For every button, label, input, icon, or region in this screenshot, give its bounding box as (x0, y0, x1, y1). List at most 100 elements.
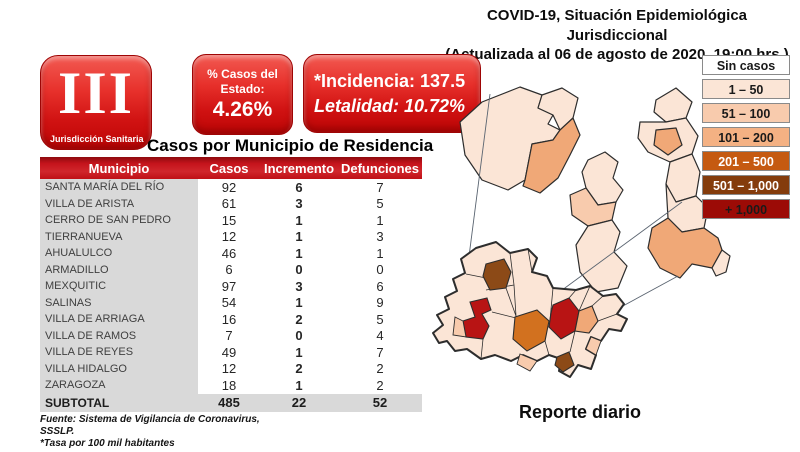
source-note-line2: SSSLP. (40, 426, 75, 437)
increment-value: 2 (295, 311, 303, 327)
increment-value: 2 (295, 361, 303, 377)
legend-item: 201 – 500 (702, 151, 790, 171)
table-row: VILLA DE ARRIAGA 16 2 5 (40, 311, 422, 328)
map-region (711, 249, 731, 277)
state-share-label-line1: % Casos del (207, 67, 278, 82)
cases-value: 7 (225, 328, 233, 344)
table-row: TIERRANUEVA 12 1 3 (40, 228, 422, 245)
column-header-incremento: Incremento (263, 160, 335, 176)
increment-value: 0 (295, 328, 303, 344)
map-region (522, 117, 581, 194)
legend-item: + 1,000 (702, 199, 790, 219)
legend-item: 501 – 1,000 (702, 175, 790, 195)
table-row: VILLA DE RAMOS 7 0 4 (40, 327, 422, 344)
map-region (581, 151, 624, 206)
map-region (569, 187, 617, 227)
state-share-value: 4.26% (212, 97, 273, 121)
table-header-row: Municipio Casos Incremento Defunciones (40, 157, 422, 179)
inset-region-brown (482, 258, 512, 291)
municipality-rows: SANTA MARÍA DEL RÍO 92 6 7 VILLA DE ARIS… (40, 179, 422, 394)
inset-region-brown (554, 351, 575, 373)
state-share-box: % Casos del Estado: 4.26% (192, 54, 293, 135)
deaths-value: 9 (376, 295, 384, 311)
state-outline (432, 241, 628, 378)
increment-value: 6 (295, 179, 303, 195)
cases-value: 97 (221, 278, 237, 294)
municipality-name: SALINAS (40, 294, 198, 311)
cases-value: 54 (221, 295, 237, 311)
table-row: MEXQUITIC 97 3 6 (40, 278, 422, 295)
map-region (653, 87, 693, 123)
municipality-name: ARMADILLO (40, 261, 198, 278)
source-note-line1: Fuente: Sistema de Vigilancia de Coronav… (40, 414, 260, 425)
subtotal-deaths: 52 (372, 395, 388, 410)
subtotal-cases: 485 (218, 395, 240, 410)
legend-item: Sin casos (702, 55, 790, 75)
deaths-value: 5 (376, 196, 384, 212)
inset-region-peach (574, 305, 599, 334)
table-row: AHUALULCO 46 1 1 (40, 245, 422, 262)
inset-region-red (548, 297, 580, 340)
municipality-name: VILLA DE REYES (40, 344, 198, 361)
map-region (575, 219, 628, 293)
deaths-value: 2 (376, 361, 384, 377)
increment-value: 3 (295, 278, 303, 294)
subtotal-increment: 22 (291, 395, 307, 410)
jurisdiction-numeral: III (57, 60, 135, 126)
subtotal-row: SUBTOTAL 485 22 52 (40, 393, 422, 412)
inset-region-medium (452, 316, 467, 338)
municipality-name: ZARAGOZA (40, 377, 198, 394)
legend-item: 51 – 100 (702, 103, 790, 123)
municipality-name: VILLA DE ARRIAGA (40, 311, 198, 328)
table-row: VILLA HIDALGO 12 2 2 (40, 360, 422, 377)
column-header-casos: Casos (209, 160, 249, 176)
increment-value: 1 (295, 229, 303, 245)
cases-value: 18 (221, 377, 237, 393)
deaths-value: 2 (376, 377, 384, 393)
increment-value: 1 (295, 344, 303, 360)
increment-value: 1 (295, 377, 303, 393)
increment-value: 3 (295, 196, 303, 212)
municipality-table: Municipio Casos Incremento Defunciones S… (40, 157, 422, 412)
table-title: Casos por Municipio de Residencia (147, 136, 434, 155)
cases-value: 12 (221, 361, 237, 377)
municipality-name: TIERRANUEVA (40, 228, 198, 245)
jurisdiction-badge: III Jurisdicción Sanitaria (40, 55, 152, 150)
report-title-line1: COVID-19, Situación Epidemiológica Juris… (486, 7, 748, 44)
inset-region-medium (516, 353, 538, 372)
municipality-name: VILLA DE RAMOS (40, 327, 198, 344)
municipality-name: CERRO DE SAN PEDRO (40, 212, 198, 229)
inset-region-red (462, 297, 492, 340)
cases-value: 15 (221, 212, 237, 228)
incidence-value: *Incidencia: 137.5 (314, 70, 466, 91)
increment-value: 1 (295, 212, 303, 228)
table-row: SANTA MARÍA DEL RÍO 92 6 7 (40, 179, 422, 196)
deaths-value: 5 (376, 311, 384, 327)
deaths-value: 4 (376, 328, 384, 344)
deaths-value: 1 (376, 245, 384, 261)
choropleth-map (432, 86, 731, 378)
table-row: VILLA DE REYES 49 1 7 (40, 344, 422, 361)
state-inset-map (432, 241, 628, 378)
column-header-defunciones: Defunciones (340, 160, 419, 176)
subtotal-label: SUBTOTAL (45, 395, 110, 410)
municipality-name: VILLA HIDALGO (40, 360, 198, 377)
map-region (653, 127, 683, 156)
municipality-name: MEXQUITIC (40, 278, 198, 295)
rates-box: *Incidencia: 137.5 Letalidad: 10.72% (303, 54, 481, 133)
jurisdiction-map-regions (459, 86, 731, 293)
cases-value: 12 (221, 229, 237, 245)
cases-value: 92 (221, 179, 237, 195)
cases-value: 16 (221, 311, 237, 327)
table-row: ZARAGOZA 18 1 2 (40, 377, 422, 394)
deaths-value: 7 (376, 179, 384, 195)
deaths-value: 3 (376, 229, 384, 245)
cases-value: 49 (221, 344, 237, 360)
municipality-name: VILLA DE ARISTA (40, 195, 198, 212)
cases-value: 46 (221, 245, 237, 261)
deaths-value: 0 (376, 262, 384, 278)
deaths-value: 7 (376, 344, 384, 360)
cases-value: 61 (221, 196, 237, 212)
rate-note: *Tasa por 100 mil habitantes (40, 438, 175, 449)
inset-region-medium (585, 336, 602, 356)
